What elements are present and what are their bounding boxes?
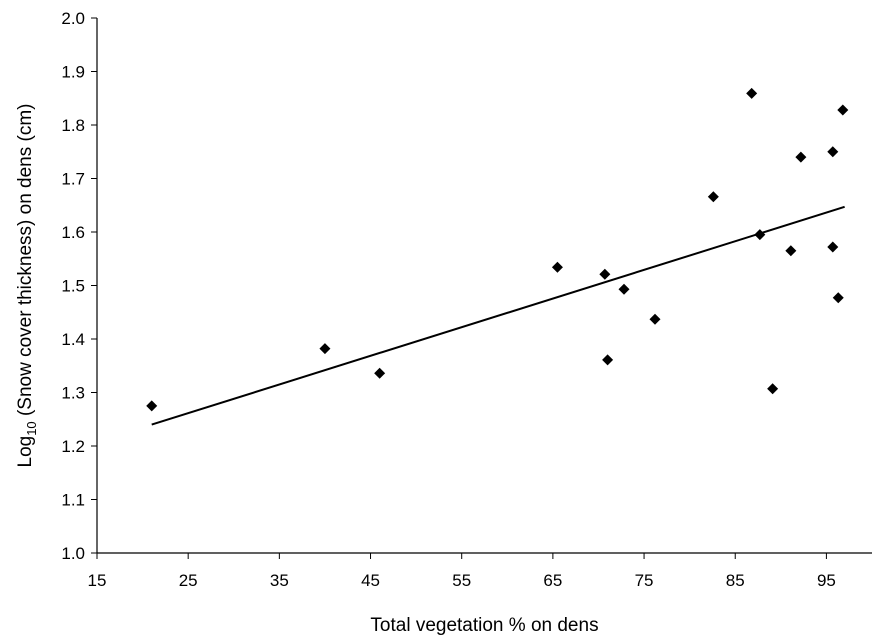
x-tick-label: 95 — [817, 571, 836, 590]
data-point — [602, 354, 613, 365]
y-tick-label: 1.7 — [61, 170, 85, 189]
data-point — [599, 269, 610, 280]
data-point — [833, 292, 844, 303]
data-point — [146, 400, 157, 411]
y-tick-label: 1.0 — [61, 544, 85, 563]
data-point — [837, 105, 848, 116]
y-tick-label: 1.9 — [61, 63, 85, 82]
data-point — [827, 146, 838, 157]
data-point — [552, 262, 563, 273]
y-tick-label: 1.5 — [61, 277, 85, 296]
data-point — [619, 284, 630, 295]
data-point — [827, 241, 838, 252]
x-tick-label: 65 — [543, 571, 562, 590]
x-tick-label: 85 — [726, 571, 745, 590]
x-axis-title: Total vegetation % on dens — [370, 615, 598, 636]
y-tick-label: 1.8 — [61, 116, 85, 135]
x-tick-label: 15 — [88, 571, 107, 590]
x-tick-label: 55 — [452, 571, 471, 590]
data-point — [319, 343, 330, 354]
y-tick-label: 1.4 — [61, 330, 85, 349]
data-point — [795, 152, 806, 163]
data-point — [746, 88, 757, 99]
data-point — [650, 314, 661, 325]
y-tick-label: 1.3 — [61, 384, 85, 403]
y-axis-ticks: 1.0 1.1 1.2 1.3 1.4 1.5 1.6 1.7 1.8 1.9 2.0 — [61, 9, 97, 563]
data-point — [785, 245, 796, 256]
data-point — [767, 383, 778, 394]
y-axis-title-log: Log — [15, 436, 36, 468]
y-tick-label: 1.1 — [61, 491, 85, 510]
data-point — [754, 229, 765, 240]
data-points — [146, 88, 848, 411]
x-axis-ticks: 15 25 35 45 55 65 75 85 95 — [88, 553, 836, 590]
y-tick-label: 2.0 — [61, 9, 85, 28]
data-point — [708, 191, 719, 202]
x-tick-label: 35 — [270, 571, 289, 590]
x-tick-label: 75 — [635, 571, 654, 590]
y-tick-label: 1.2 — [61, 437, 85, 456]
data-point — [374, 368, 385, 379]
x-tick-label: 45 — [361, 571, 380, 590]
trendline — [152, 207, 845, 425]
y-axis-title-subscript: 10 — [24, 421, 39, 435]
y-axis-title-rest: (Snow cover thickness) on dens (cm) — [15, 103, 36, 421]
y-tick-label: 1.6 — [61, 223, 85, 242]
y-axis-title: Log10 (Snow cover thickness) on dens (cm… — [15, 103, 39, 467]
x-tick-label: 25 — [179, 571, 198, 590]
